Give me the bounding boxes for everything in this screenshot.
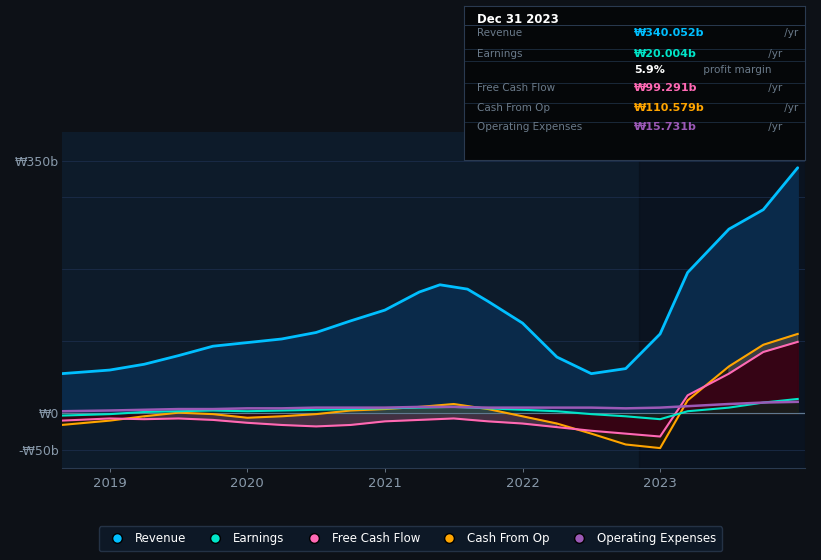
Text: Operating Expenses: Operating Expenses [478,122,583,132]
Text: Earnings: Earnings [478,49,523,59]
Text: ₩110.579b: ₩110.579b [635,102,705,113]
Text: Free Cash Flow: Free Cash Flow [478,83,556,92]
Text: Dec 31 2023: Dec 31 2023 [478,13,559,26]
Text: /yr: /yr [782,102,799,113]
Text: /yr: /yr [765,83,782,92]
Text: ₩20.004b: ₩20.004b [635,49,697,59]
Text: ₩15.731b: ₩15.731b [635,122,697,132]
Text: ₩340.052b: ₩340.052b [635,28,704,38]
Text: Cash From Op: Cash From Op [478,102,551,113]
Text: ₩99.291b: ₩99.291b [635,83,698,92]
Text: Revenue: Revenue [478,28,523,38]
Text: /yr: /yr [782,28,799,38]
Bar [640,132,805,468]
Text: 5.9%: 5.9% [635,65,665,75]
Text: profit margin: profit margin [699,65,771,75]
Text: /yr: /yr [765,49,782,59]
Text: /yr: /yr [765,122,782,132]
Legend: Revenue, Earnings, Free Cash Flow, Cash From Op, Operating Expenses: Revenue, Earnings, Free Cash Flow, Cash … [99,526,722,551]
